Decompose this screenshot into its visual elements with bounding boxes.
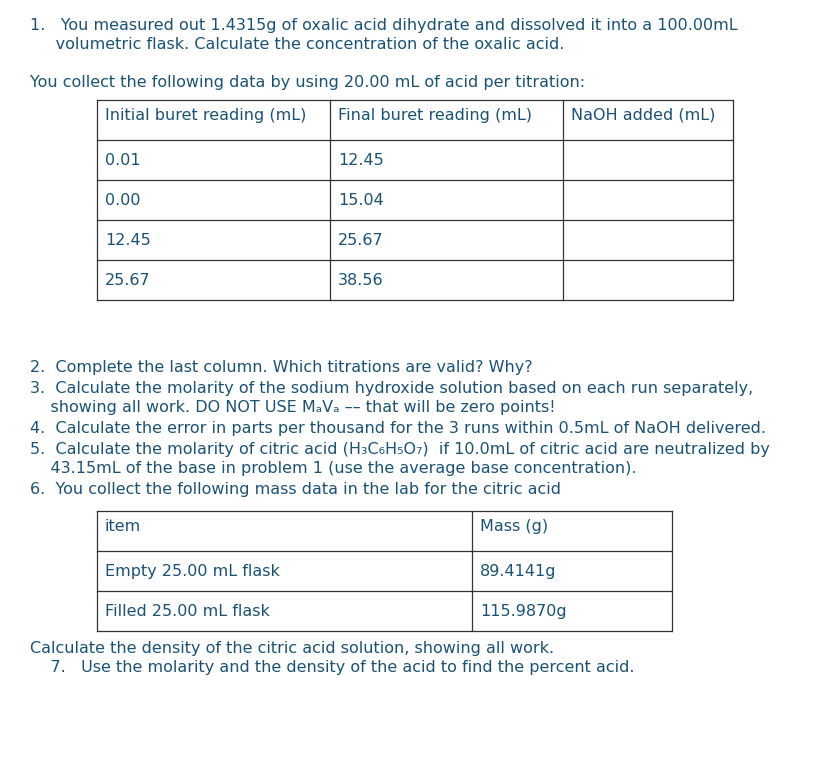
Text: Mass (g): Mass (g) [480,519,547,534]
Text: Initial buret reading (mL): Initial buret reading (mL) [105,108,306,123]
Text: showing all work. DO NOT USE MₐVₐ –– that will be zero points!: showing all work. DO NOT USE MₐVₐ –– tha… [30,400,555,415]
Text: 25.67: 25.67 [337,233,383,248]
Text: item: item [105,519,141,534]
Text: 89.4141g: 89.4141g [480,564,556,579]
Text: Final buret reading (mL): Final buret reading (mL) [337,108,532,123]
Text: 7.   Use the molarity and the density of the acid to find the percent acid.: 7. Use the molarity and the density of t… [30,660,633,675]
Text: 12.45: 12.45 [105,233,151,248]
Text: 15.04: 15.04 [337,193,383,208]
Text: 6.  You collect the following mass data in the lab for the citric acid: 6. You collect the following mass data i… [30,482,561,497]
Text: Empty 25.00 mL flask: Empty 25.00 mL flask [105,564,280,579]
Text: 0.00: 0.00 [105,193,141,208]
Text: 43.15mL of the base in problem 1 (use the average base concentration).: 43.15mL of the base in problem 1 (use th… [30,461,636,476]
Text: You collect the following data by using 20.00 mL of acid per titration:: You collect the following data by using … [30,75,585,90]
Text: NaOH added (mL): NaOH added (mL) [571,108,715,123]
Text: 2.  Complete the last column. Which titrations are valid? Why?: 2. Complete the last column. Which titra… [30,360,532,375]
Text: 25.67: 25.67 [105,273,151,288]
Text: 115.9870g: 115.9870g [480,604,566,619]
Text: 5.  Calculate the molarity of citric acid (H₃C₆H₅O₇)  if 10.0mL of citric acid a: 5. Calculate the molarity of citric acid… [30,442,769,457]
Text: 1.   You measured out 1.4315g of oxalic acid dihydrate and dissolved it into a 1: 1. You measured out 1.4315g of oxalic ac… [30,18,737,33]
Text: 4.  Calculate the error in parts per thousand for the 3 runs within 0.5mL of NaO: 4. Calculate the error in parts per thou… [30,421,765,436]
Text: volumetric flask. Calculate the concentration of the oxalic acid.: volumetric flask. Calculate the concentr… [30,37,564,52]
Text: Filled 25.00 mL flask: Filled 25.00 mL flask [105,604,270,619]
Text: 3.  Calculate the molarity of the sodium hydroxide solution based on each run se: 3. Calculate the molarity of the sodium … [30,381,753,396]
Text: 12.45: 12.45 [337,153,383,168]
Text: 0.01: 0.01 [105,153,141,168]
Text: 38.56: 38.56 [337,273,383,288]
Text: Calculate the density of the citric acid solution, showing all work.: Calculate the density of the citric acid… [30,641,553,656]
